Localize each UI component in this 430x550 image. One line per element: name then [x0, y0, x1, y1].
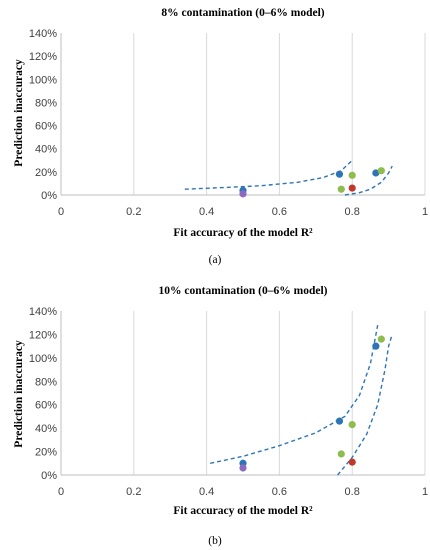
- data-point: [372, 342, 380, 350]
- x-tick-label: 0.8: [345, 486, 360, 498]
- y-tick-label: 120%: [29, 329, 57, 341]
- chart-title: 10% contamination (0–6% model): [159, 285, 328, 297]
- data-point: [348, 458, 356, 466]
- y-tick-label: 80%: [35, 376, 57, 388]
- x-tick-label: 1: [422, 486, 428, 498]
- chart-panel-b: 10% contamination (0–6% model) 0% 20% 40% 6…: [0, 278, 430, 550]
- data-point: [377, 167, 385, 175]
- data-point: [335, 170, 344, 178]
- y-tick-label: 20%: [35, 167, 57, 179]
- x-tick-label: 1: [422, 206, 428, 218]
- data-point: [348, 171, 356, 179]
- panel-label: (a): [209, 254, 222, 266]
- data-point: [337, 185, 345, 193]
- data-point: [348, 421, 356, 429]
- y-axis-label: Prediction inaccuracy: [13, 59, 25, 167]
- lower-bound-curve: [344, 165, 393, 196]
- x-axis-label: Fit accuracy of the model R²: [173, 505, 313, 517]
- x-tick-label: 0.8: [345, 206, 360, 218]
- x-tick-label: 0: [58, 206, 64, 218]
- data-point: [348, 184, 356, 192]
- chart-b: 10% contamination (0–6% model) 0% 20% 40% 6…: [13, 285, 428, 547]
- y-axis-label: Prediction inaccuracy: [13, 340, 25, 448]
- y-tick-label: 0%: [41, 470, 57, 482]
- data-point: [239, 464, 247, 472]
- x-axis-label: Fit accuracy of the model R²: [173, 227, 313, 239]
- data-point: [377, 335, 385, 343]
- y-tick-label: 140%: [29, 306, 57, 318]
- y-tick-label: 120%: [29, 51, 57, 63]
- y-tick-label: 20%: [35, 447, 57, 459]
- y-tick-label: 0%: [41, 190, 57, 202]
- x-tick-label: 0: [58, 486, 64, 498]
- upper-bound-curve: [210, 324, 379, 464]
- data-point: [239, 190, 247, 198]
- y-tick-label: 40%: [35, 144, 57, 156]
- y-tick-label: 100%: [29, 353, 57, 365]
- y-tick-label: 140%: [29, 28, 57, 40]
- data-point: [337, 450, 345, 458]
- y-tick-label: 100%: [29, 74, 57, 86]
- upper-bound-curve: [184, 159, 353, 190]
- x-tick-label: 0.2: [126, 206, 141, 218]
- x-tick-label: 0.4: [199, 206, 214, 218]
- lower-bound-curve: [337, 334, 393, 476]
- x-tick-label: 0.4: [199, 486, 214, 498]
- x-tick-label: 0.2: [126, 486, 141, 498]
- x-tick-label: 0.6: [272, 486, 287, 498]
- data-point: [335, 417, 344, 425]
- y-tick-label: 60%: [35, 400, 57, 412]
- data-point: [372, 169, 380, 177]
- panel-label: (b): [208, 535, 222, 547]
- y-tick-label: 80%: [35, 97, 57, 109]
- y-tick-label: 60%: [35, 121, 57, 133]
- chart-title: 8% contamination (0–6% model): [161, 7, 324, 19]
- chart-panel-a: 8% contamination (0–6% model) 0% 20% 40% 60…: [0, 0, 430, 268]
- x-tick-label: 0.6: [272, 206, 287, 218]
- chart-a: 8% contamination (0–6% model) 0% 20% 40% 60…: [13, 7, 428, 266]
- y-tick-label: 40%: [35, 423, 57, 435]
